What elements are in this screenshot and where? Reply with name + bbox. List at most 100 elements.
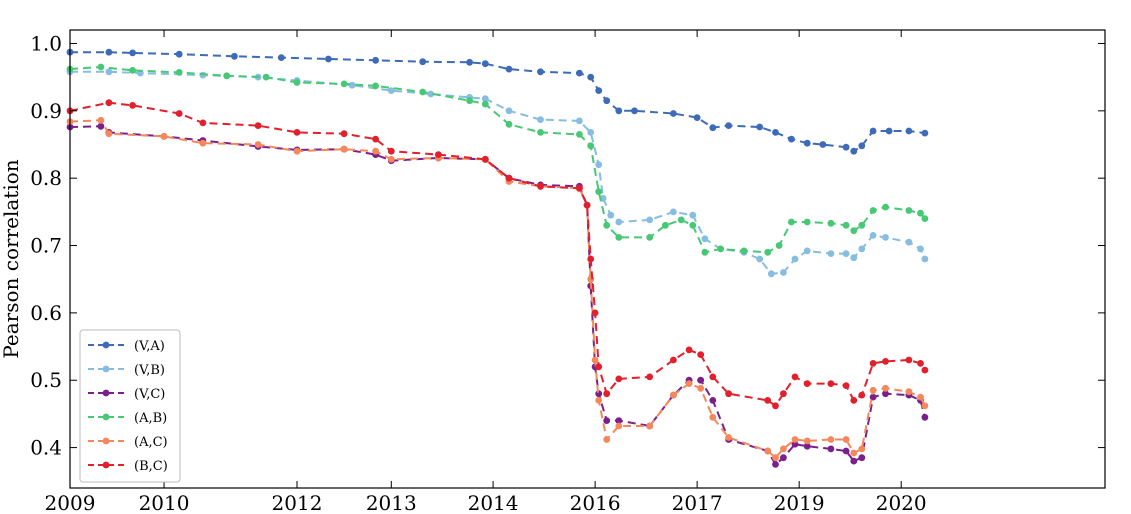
data-point: [791, 255, 799, 263]
data-point: [646, 422, 654, 430]
data-point: [603, 390, 611, 398]
data-point: [603, 97, 611, 105]
series-a-b: [66, 63, 929, 256]
data-point: [262, 73, 270, 81]
data-point: [791, 440, 799, 448]
data-point: [293, 79, 301, 86]
data-point: [917, 209, 924, 217]
data-point: [921, 413, 929, 421]
data-point: [921, 402, 929, 410]
data-point: [827, 445, 835, 453]
data-point: [869, 207, 877, 214]
x-tick-label: 2014: [468, 491, 519, 514]
data-point: [697, 384, 705, 392]
data-point: [858, 221, 866, 229]
data-point: [717, 245, 724, 253]
data-point: [105, 99, 113, 107]
x-tick-label: 2019: [774, 491, 825, 514]
data-point: [537, 116, 544, 123]
data-point: [340, 145, 348, 153]
ticks-layer: 2009 2010 2012 2013 2014 2016 2017 2019 2020 0.4 0…: [30, 30, 1105, 514]
series-line-v-b: [70, 70, 926, 275]
data-point: [921, 255, 929, 263]
data-point: [827, 219, 835, 227]
data-point: [372, 82, 379, 90]
data-point: [788, 218, 795, 226]
data-point: [129, 67, 137, 74]
data-point: [466, 97, 473, 105]
data-point: [105, 130, 113, 138]
data-point: [587, 129, 595, 136]
series-line-a-c: [69, 119, 926, 460]
data-point: [772, 402, 779, 410]
series-v-b: [66, 68, 929, 278]
data-point: [791, 436, 799, 443]
data-point: [842, 250, 850, 257]
legend: (V,A) (V,B) (V,C) (A,B) (A,C) (B,C): [79, 329, 181, 483]
data-point: [537, 129, 544, 136]
data-point: [677, 216, 685, 224]
data-point: [842, 436, 850, 443]
data-point: [615, 234, 623, 241]
x-tick-label: 2010: [139, 491, 190, 514]
series-layer: [66, 48, 929, 468]
data-point: [427, 90, 435, 98]
data-point: [97, 116, 105, 124]
legend-label: (V,C): [134, 387, 165, 402]
x-tick-label: 2016: [570, 491, 621, 514]
data-point: [803, 380, 811, 387]
data-point: [842, 221, 850, 229]
data-point: [858, 454, 866, 462]
series-a-c: [66, 116, 929, 462]
x-tick-label: 2020: [876, 491, 927, 514]
data-point: [701, 235, 709, 243]
data-point: [505, 65, 513, 73]
data-point: [576, 184, 583, 192]
data-point: [709, 124, 717, 132]
legend-item-a-b: (A,B): [88, 411, 167, 426]
series-v-c: [66, 122, 929, 468]
data-point: [842, 447, 850, 455]
plot-frame: [69, 29, 1106, 489]
series-line-v-a: [70, 51, 926, 153]
data-point: [882, 390, 889, 398]
data-point: [780, 454, 787, 462]
data-point: [905, 388, 913, 396]
series-line-v-c: [69, 125, 926, 466]
data-point: [764, 248, 772, 256]
data-point: [885, 127, 893, 135]
data-point: [803, 442, 811, 450]
data-point: [842, 382, 850, 389]
data-point: [587, 142, 595, 150]
data-point: [882, 203, 889, 211]
data-point: [772, 454, 779, 462]
data-point: [372, 147, 379, 155]
data-point: [105, 48, 113, 56]
data-point: [921, 215, 929, 223]
data-point: [772, 129, 779, 136]
data-point: [869, 386, 877, 394]
data-point: [756, 123, 764, 131]
data-point: [850, 227, 858, 235]
data-point: [850, 147, 858, 155]
data-point: [199, 139, 207, 147]
data-point: [576, 131, 583, 138]
data-point: [175, 110, 183, 117]
data-point: [697, 376, 705, 384]
data-point: [725, 122, 732, 129]
x-tick-label: 2013: [366, 491, 417, 514]
data-point: [340, 130, 348, 138]
data-point: [129, 102, 137, 109]
data-point: [842, 143, 850, 151]
data-point: [419, 58, 427, 66]
data-point: [803, 218, 811, 226]
data-point: [858, 245, 866, 253]
data-point: [685, 346, 693, 354]
data-point: [348, 81, 356, 89]
data-point: [97, 63, 105, 71]
data-point: [105, 68, 113, 76]
x-tick-label: 2017: [672, 491, 723, 514]
data-point: [917, 393, 924, 401]
data-point: [740, 247, 748, 255]
